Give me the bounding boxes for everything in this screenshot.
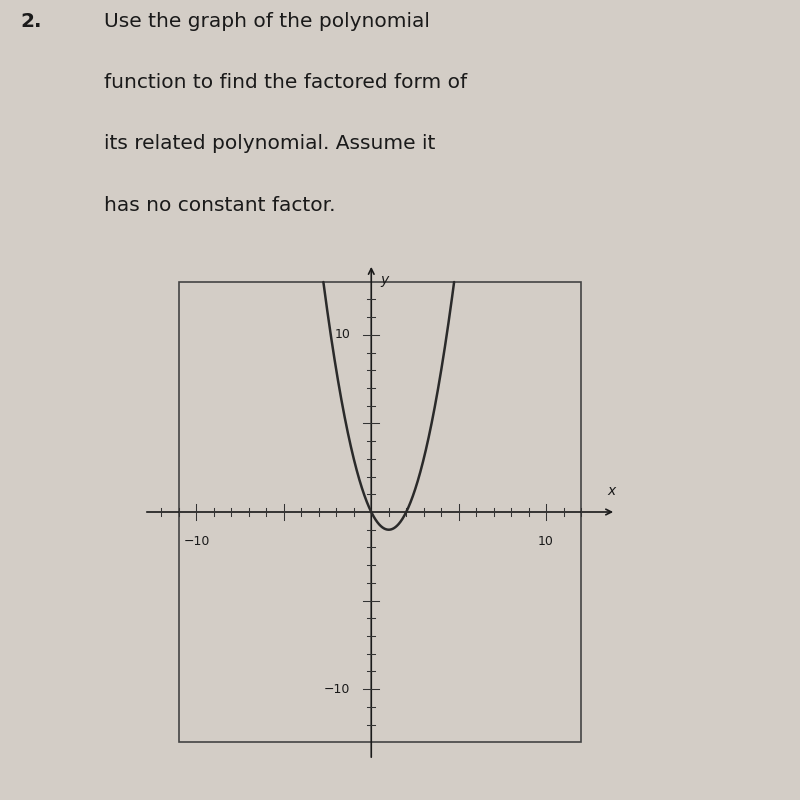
Text: x: x — [607, 484, 615, 498]
Text: has no constant factor.: has no constant factor. — [104, 196, 335, 214]
Text: y: y — [380, 273, 388, 287]
Bar — [179, 282, 581, 742]
Text: Use the graph of the polynomial: Use the graph of the polynomial — [104, 12, 430, 31]
Text: its related polynomial. Assume it: its related polynomial. Assume it — [104, 134, 435, 154]
Text: function to find the factored form of: function to find the factored form of — [104, 74, 467, 92]
Text: 10: 10 — [334, 328, 350, 342]
Text: 10: 10 — [538, 535, 554, 548]
Text: −10: −10 — [324, 682, 350, 696]
Text: −10: −10 — [183, 535, 210, 548]
Text: 2.: 2. — [20, 12, 42, 31]
